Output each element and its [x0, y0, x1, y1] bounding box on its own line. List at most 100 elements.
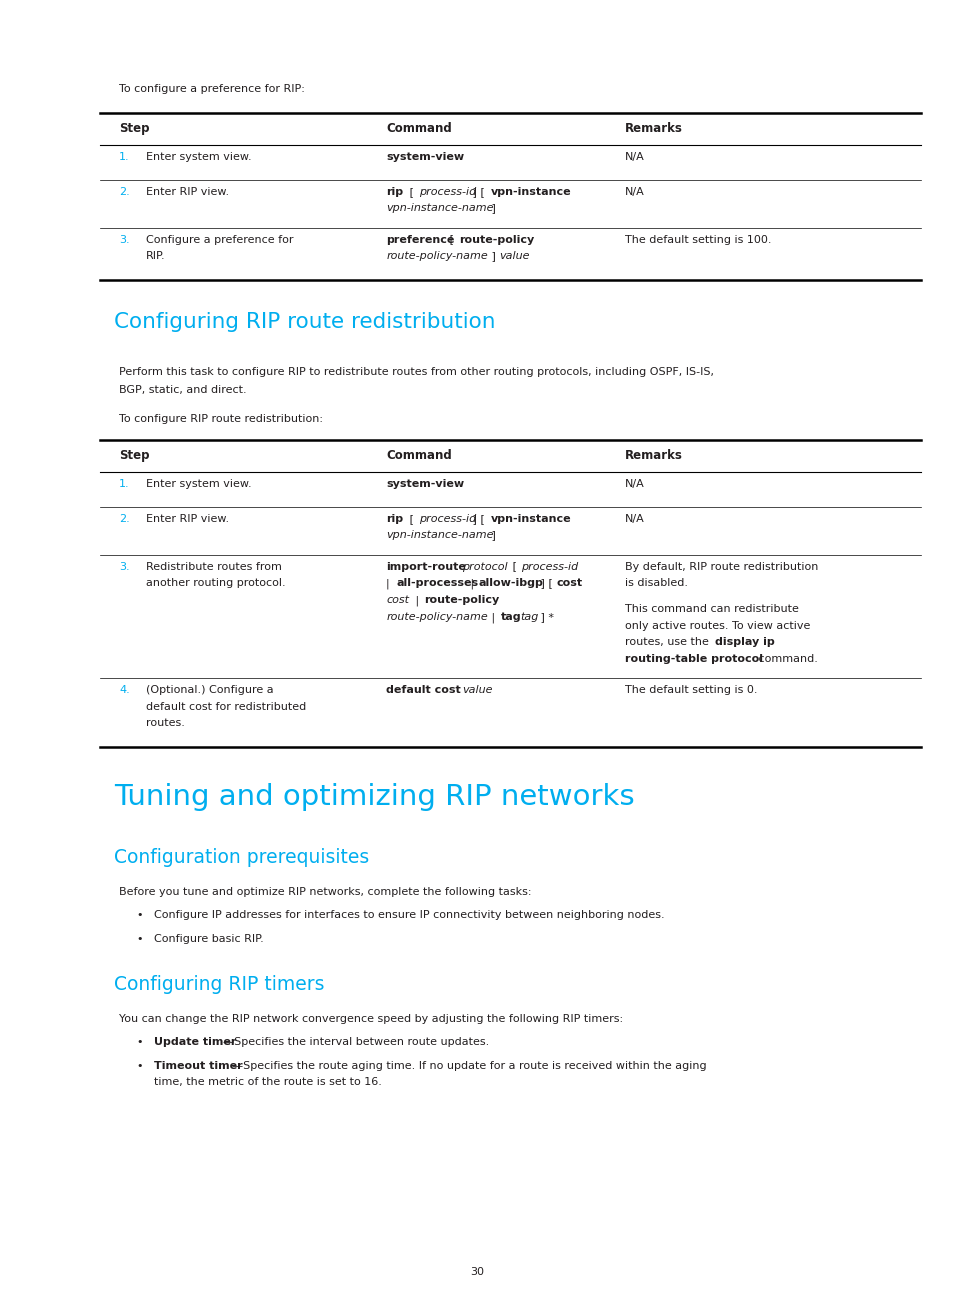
Text: Step: Step — [119, 122, 150, 135]
Text: Perform this task to configure RIP to redistribute routes from other routing pro: Perform this task to configure RIP to re… — [119, 367, 714, 377]
Text: Enter system view.: Enter system view. — [146, 152, 252, 162]
Text: Enter system view.: Enter system view. — [146, 478, 252, 489]
Text: |: | — [488, 612, 498, 622]
Text: Command: Command — [386, 122, 452, 135]
Text: •: • — [136, 933, 143, 943]
Text: process-id: process-id — [418, 513, 476, 524]
Text: 4.: 4. — [119, 684, 130, 695]
Text: routing-table protocol: routing-table protocol — [624, 654, 762, 665]
Text: tag: tag — [500, 612, 521, 622]
Text: rip: rip — [386, 187, 403, 197]
Text: N/A: N/A — [624, 187, 644, 197]
Text: (Optional.) Configure a: (Optional.) Configure a — [146, 684, 274, 695]
Text: [: [ — [406, 513, 417, 524]
Text: |: | — [386, 578, 393, 588]
Text: command.: command. — [754, 654, 817, 665]
Text: route-policy-name: route-policy-name — [386, 251, 488, 262]
Text: N/A: N/A — [624, 513, 644, 524]
Text: |: | — [467, 578, 477, 588]
Text: 2.: 2. — [119, 513, 130, 524]
Text: process-id: process-id — [520, 561, 578, 572]
Text: BGP, static, and direct.: BGP, static, and direct. — [119, 385, 247, 395]
Text: This command can redistribute: This command can redistribute — [624, 604, 798, 614]
Text: default cost: default cost — [386, 684, 460, 695]
Text: Update timer: Update timer — [153, 1037, 235, 1047]
Text: The default setting is 100.: The default setting is 100. — [624, 235, 771, 245]
Text: 1.: 1. — [119, 152, 130, 162]
Text: Step: Step — [119, 448, 150, 461]
Text: RIP.: RIP. — [146, 251, 166, 262]
Text: ]: ] — [488, 530, 496, 540]
Text: Remarks: Remarks — [624, 122, 682, 135]
Text: You can change the RIP network convergence speed by adjusting the following RIP : You can change the RIP network convergen… — [119, 1013, 622, 1024]
Text: ] [: ] [ — [469, 187, 488, 197]
Text: Enter RIP view.: Enter RIP view. — [146, 513, 229, 524]
Text: routes, use the: routes, use the — [624, 638, 712, 648]
Text: Configure IP addresses for interfaces to ensure IP connectivity between neighbor: Configure IP addresses for interfaces to… — [153, 910, 663, 920]
Text: vpn-instance: vpn-instance — [490, 513, 571, 524]
Text: all-processes: all-processes — [396, 578, 478, 588]
Text: —Specifies the interval between route updates.: —Specifies the interval between route up… — [223, 1037, 489, 1047]
Text: Tuning and optimizing RIP networks: Tuning and optimizing RIP networks — [114, 783, 635, 811]
Text: route-policy-name: route-policy-name — [386, 612, 488, 622]
Text: value: value — [498, 251, 529, 262]
Text: ] *: ] * — [537, 612, 554, 622]
Text: cost: cost — [556, 578, 581, 588]
Text: another routing protocol.: another routing protocol. — [146, 578, 285, 588]
Text: allow-ibgp: allow-ibgp — [478, 578, 543, 588]
Text: [: [ — [509, 561, 520, 572]
Text: system-view: system-view — [386, 478, 464, 489]
Text: system-view: system-view — [386, 152, 464, 162]
Text: •: • — [136, 1060, 143, 1070]
Text: 3.: 3. — [119, 235, 130, 245]
Text: route-policy: route-policy — [424, 595, 499, 605]
Text: •: • — [136, 910, 143, 920]
Text: Enter RIP view.: Enter RIP view. — [146, 187, 229, 197]
Text: Configure a preference for: Configure a preference for — [146, 235, 294, 245]
Text: Command: Command — [386, 448, 452, 461]
Text: tag: tag — [519, 612, 537, 622]
Text: N/A: N/A — [624, 478, 644, 489]
Text: Configuration prerequisites: Configuration prerequisites — [114, 848, 370, 867]
Text: The default setting is 0.: The default setting is 0. — [624, 684, 757, 695]
Text: vpn-instance-name: vpn-instance-name — [386, 530, 494, 540]
Text: routes.: routes. — [146, 718, 185, 728]
Text: •: • — [136, 1037, 143, 1047]
Text: value: value — [462, 684, 493, 695]
Text: route-policy: route-policy — [458, 235, 534, 245]
Text: 2.: 2. — [119, 187, 130, 197]
Text: [: [ — [446, 235, 457, 245]
Text: process-id: process-id — [418, 187, 476, 197]
Text: Remarks: Remarks — [624, 448, 682, 461]
Text: To configure a preference for RIP:: To configure a preference for RIP: — [119, 84, 305, 95]
Text: [: [ — [406, 187, 417, 197]
Text: ] [: ] [ — [469, 513, 488, 524]
Text: Before you tune and optimize RIP networks, complete the following tasks:: Before you tune and optimize RIP network… — [119, 886, 531, 897]
Text: 30: 30 — [470, 1267, 483, 1278]
Text: import-route: import-route — [386, 561, 466, 572]
Text: vpn-instance: vpn-instance — [490, 187, 571, 197]
Text: preference: preference — [386, 235, 455, 245]
Text: only active routes. To view active: only active routes. To view active — [624, 621, 809, 631]
Text: rip: rip — [386, 513, 403, 524]
Text: Redistribute routes from: Redistribute routes from — [146, 561, 281, 572]
Text: To configure RIP route redistribution:: To configure RIP route redistribution: — [119, 413, 323, 424]
Text: protocol: protocol — [461, 561, 507, 572]
Text: 3.: 3. — [119, 561, 130, 572]
Text: time, the metric of the route is set to 16.: time, the metric of the route is set to … — [153, 1077, 381, 1087]
Text: ]: ] — [488, 203, 496, 214]
Text: |: | — [412, 595, 422, 605]
Text: Configuring RIP timers: Configuring RIP timers — [114, 975, 325, 994]
Text: display ip: display ip — [715, 638, 775, 648]
Text: Configuring RIP route redistribution: Configuring RIP route redistribution — [114, 312, 496, 332]
Text: By default, RIP route redistribution: By default, RIP route redistribution — [624, 561, 818, 572]
Text: ] [: ] [ — [537, 578, 556, 588]
Text: N/A: N/A — [624, 152, 644, 162]
Text: default cost for redistributed: default cost for redistributed — [146, 701, 306, 712]
Text: —Specifies the route aging time. If no update for a route is received within the: —Specifies the route aging time. If no u… — [232, 1060, 706, 1070]
Text: is disabled.: is disabled. — [624, 578, 687, 588]
Text: 1.: 1. — [119, 478, 130, 489]
Text: Timeout timer: Timeout timer — [153, 1060, 242, 1070]
Text: vpn-instance-name: vpn-instance-name — [386, 203, 494, 214]
Text: ]: ] — [488, 251, 499, 262]
